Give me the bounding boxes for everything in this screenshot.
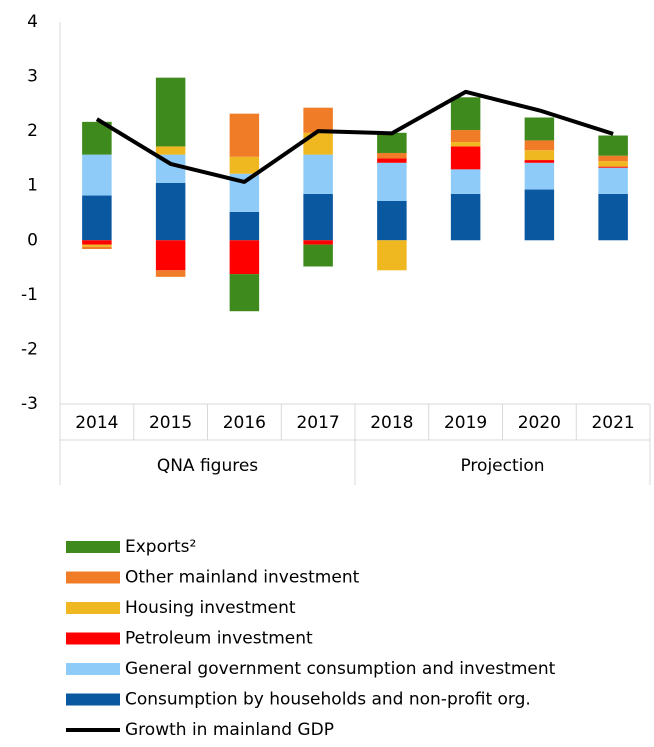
bar-segment — [82, 244, 112, 247]
bar-segment — [229, 113, 260, 157]
x-tick-label: 2021 — [591, 413, 634, 433]
x-tick-label: 2017 — [296, 413, 339, 433]
bar-segment — [82, 195, 112, 241]
bar-segment — [450, 146, 481, 170]
y-tick-label: 3 — [27, 67, 38, 87]
bar-segment — [303, 240, 333, 245]
y-tick-label: -3 — [21, 394, 38, 414]
group-label: QNA figures — [157, 456, 258, 476]
bar-segment — [598, 166, 628, 168]
bar-segment — [598, 193, 628, 241]
legend-swatch — [66, 632, 120, 645]
bar-segment — [82, 246, 112, 250]
legend-swatch — [66, 663, 120, 675]
bar-segment — [155, 182, 186, 241]
x-tick-label: 2015 — [149, 413, 192, 433]
bar-segment — [229, 156, 260, 174]
bar-segment — [82, 154, 112, 196]
bar-segment — [303, 193, 333, 241]
bar-segment — [155, 240, 186, 271]
legend-swatch — [66, 541, 120, 553]
legend-label: Growth in mainland GDP — [125, 720, 334, 740]
bar-segment — [303, 107, 333, 133]
legend-label: Consumption by households and non-profit… — [125, 690, 531, 710]
bar-segment — [524, 117, 555, 141]
bar-segment — [450, 97, 481, 131]
bar-segment — [524, 160, 555, 163]
bar-segment — [598, 155, 628, 162]
bar-segment — [377, 240, 407, 271]
bar-segment — [155, 270, 186, 277]
bar-segment — [377, 158, 407, 163]
x-tick-label: 2014 — [75, 413, 118, 433]
y-tick-label: -2 — [21, 339, 38, 359]
x-tick-label: 2016 — [223, 413, 266, 433]
bar-segment — [598, 161, 628, 167]
bar-segment — [598, 135, 628, 156]
bar-segment — [303, 244, 333, 267]
bar-segment — [450, 169, 481, 194]
bar-segment — [155, 146, 186, 155]
legend-swatch — [66, 571, 120, 584]
bar-segment — [377, 162, 407, 201]
y-tick-label: 2 — [27, 121, 38, 141]
bar-segment — [450, 193, 481, 241]
line-series — [95, 89, 614, 184]
bar-segment — [229, 211, 260, 241]
bar-segment — [155, 77, 186, 147]
bar-segment — [450, 142, 481, 147]
x-tick-label: 2018 — [370, 413, 413, 433]
legend-label: Petroleum investment — [125, 629, 313, 649]
bar-segment — [377, 152, 407, 159]
bar-segment — [524, 150, 555, 161]
bar-segment — [524, 140, 555, 151]
bar-segment — [229, 240, 260, 275]
bar-segment — [377, 200, 407, 241]
bar-segment — [450, 130, 481, 143]
bar-segment — [377, 132, 407, 153]
bar-segment — [524, 162, 555, 190]
legend-label: Housing investment — [125, 598, 296, 618]
bar-segment — [82, 240, 112, 245]
bar-segment — [229, 274, 260, 312]
bar-segment — [598, 167, 628, 194]
y-tick-label: 0 — [27, 230, 38, 250]
legend-label: Other mainland investment — [125, 568, 360, 588]
bar-segment — [303, 154, 333, 194]
legend-label: Exports² — [125, 537, 196, 557]
y-tick-label: 4 — [27, 12, 38, 32]
x-tick-label: 2019 — [444, 413, 487, 433]
x-tick-label: 2020 — [518, 413, 561, 433]
bar-segment — [524, 189, 555, 241]
legend-swatch — [66, 602, 120, 614]
legend-label: General government consumption and inves… — [125, 659, 556, 679]
group-label: Projection — [460, 456, 544, 476]
y-tick-label: 1 — [27, 176, 38, 196]
y-tick-label: -1 — [21, 285, 38, 305]
legend-swatch — [66, 693, 120, 706]
